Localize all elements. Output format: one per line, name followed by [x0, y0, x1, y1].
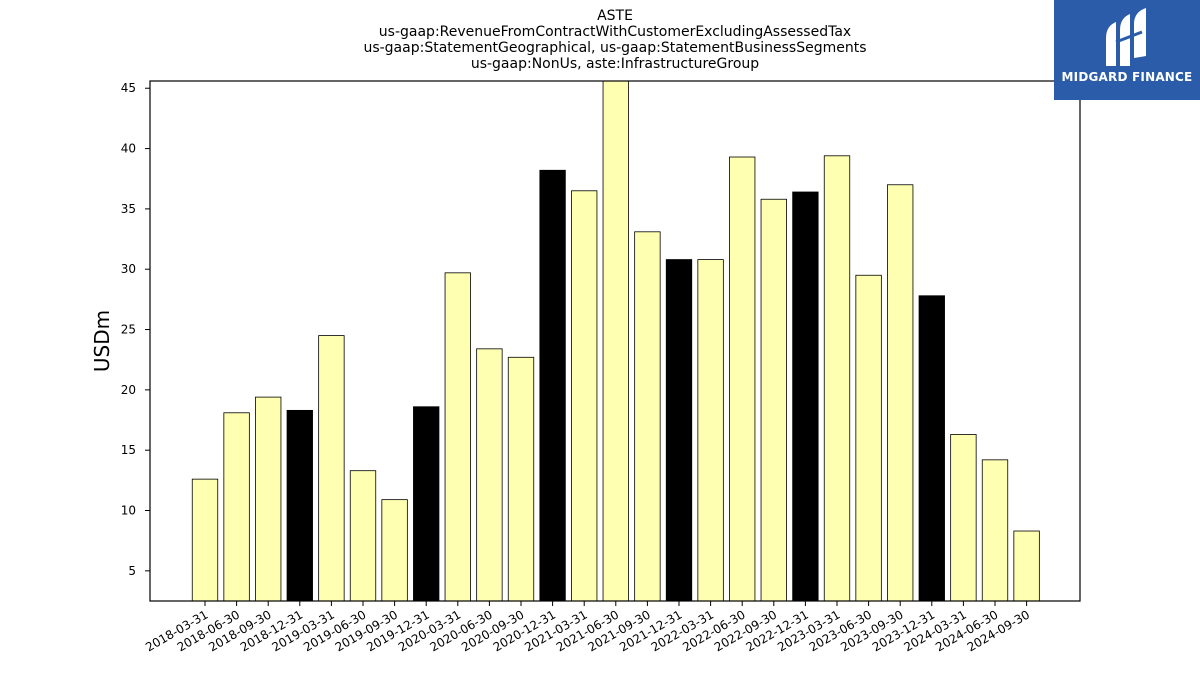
- bar-2023-09-30: [887, 184, 914, 602]
- bar-2018-03-31: [191, 478, 219, 602]
- x-axis: 2018-03-312018-06-302018-09-302018-12-31…: [143, 601, 1032, 654]
- chart-title: ASTEus-gaap:RevenueFromContractWithCusto…: [363, 8, 866, 72]
- y-tick-label: 10: [121, 504, 136, 518]
- bar-2019-03-31: [318, 335, 345, 602]
- bar-2024-06-30: [981, 459, 1009, 602]
- y-axis: 5 10 15 20 25 30 35 40 45: [121, 81, 150, 578]
- bar-2021-03-31: [571, 190, 598, 602]
- plot-frame: [149, 80, 1081, 602]
- chart-title-line: ASTE: [597, 8, 633, 24]
- bar-2020-03-31: [444, 272, 471, 602]
- midgard-finance-logo: MIDGARD FINANCE: [1054, 0, 1200, 100]
- chart-title-line: us-gaap:StatementGeographical, us-gaap:S…: [363, 40, 866, 56]
- bars-group: [191, 80, 1040, 602]
- bar-2024-03-31: [950, 434, 977, 602]
- y-tick-label: 40: [121, 142, 136, 156]
- bar-2020-12-31: [539, 169, 566, 602]
- bar-2020-09-30: [507, 356, 535, 602]
- y-tick-label: 15: [121, 443, 136, 457]
- bar-2021-06-30: [602, 80, 629, 602]
- y-axis-label: USDm: [90, 310, 114, 372]
- bar-2019-06-30: [349, 470, 377, 602]
- bar-2023-03-31: [823, 155, 851, 602]
- bar-2022-03-31: [697, 259, 724, 602]
- y-tick-label: 5: [128, 564, 136, 578]
- y-tick-label: 25: [121, 323, 136, 337]
- bar-2018-09-30: [255, 396, 282, 602]
- y-tick-label: 30: [121, 262, 136, 276]
- bar-2018-12-31: [286, 409, 313, 602]
- bar-2022-12-31: [792, 191, 819, 602]
- bar-2019-09-30: [381, 499, 408, 602]
- y-tick-label: 20: [121, 383, 136, 397]
- bar-2022-06-30: [729, 156, 756, 602]
- logo-mark-icon: [1106, 8, 1146, 66]
- bar-2021-12-31: [665, 259, 693, 602]
- bar-2022-09-30: [760, 198, 787, 602]
- chart-title-line: us-gaap:NonUs, aste:InfrastructureGroup: [471, 56, 759, 72]
- chart-title-line: us-gaap:RevenueFromContractWithCustomerE…: [379, 24, 851, 40]
- bar-2021-09-30: [634, 231, 661, 602]
- bar-2023-12-31: [918, 295, 945, 602]
- y-tick-label: 35: [121, 202, 136, 216]
- bar-2019-12-31: [413, 406, 440, 602]
- logo-text: MIDGARD FINANCE: [1061, 70, 1193, 84]
- bar-2024-09-30: [1013, 530, 1040, 602]
- bar-2023-06-30: [855, 274, 882, 602]
- y-tick-label: 45: [121, 81, 136, 95]
- bar-2018-06-30: [223, 412, 250, 602]
- bar-2020-06-30: [476, 348, 503, 602]
